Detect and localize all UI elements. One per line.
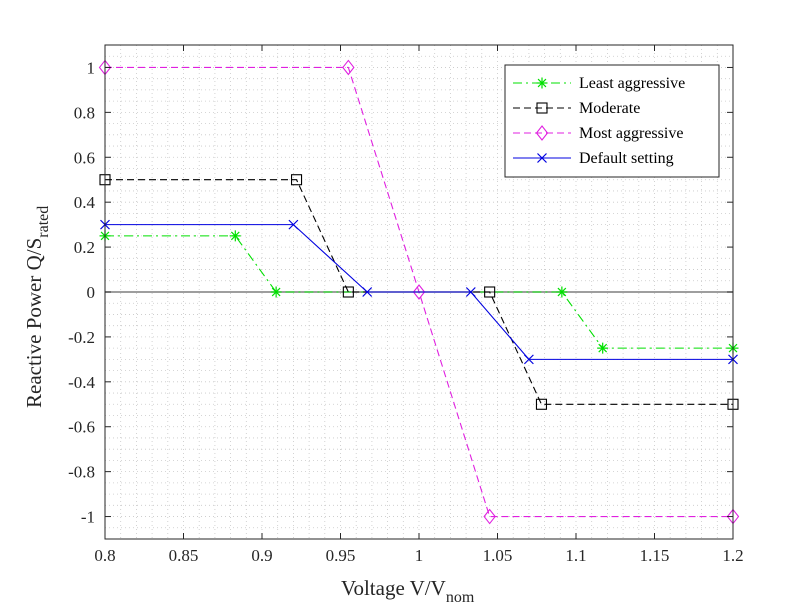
x-tick-label: 1.05 — [483, 546, 513, 565]
y-tick-label: -0.6 — [68, 418, 95, 437]
square-marker — [535, 398, 548, 410]
square-marker — [290, 174, 303, 186]
x-tick-label: 0.9 — [251, 546, 272, 565]
y-tick-label: 0.2 — [74, 238, 95, 257]
x-marker — [537, 153, 547, 163]
x-tick-label: 1.1 — [565, 546, 586, 565]
series-layer — [98, 59, 740, 525]
series-3 — [100, 219, 738, 365]
tick-layer: 0.8 0.85 0.9 0.95 1 1.05 1.1 1.15 1.2 1 0.8 0.6 0.4 0… — [68, 45, 744, 565]
y-tick-label: 1 — [87, 58, 96, 77]
diamond-marker — [412, 284, 426, 300]
asterisk-marker — [270, 286, 282, 298]
x-tick-label: 0.8 — [94, 546, 115, 565]
y-tick-label: -0.8 — [68, 463, 95, 482]
legend-label: Default setting — [579, 150, 674, 167]
x-marker — [362, 287, 373, 297]
y-axis-label-subscript: rated — [35, 206, 52, 238]
legend-label: Most aggressive — [579, 125, 683, 142]
square-marker — [342, 286, 354, 298]
x-tick-label: 0.85 — [169, 546, 199, 565]
series-line — [105, 224, 733, 360]
legend-entry: Most aggressive — [513, 125, 683, 142]
x-marker — [465, 287, 476, 297]
square-marker — [536, 102, 548, 114]
x-axis-label-subscript: nom — [446, 589, 475, 606]
legend-label: Least aggressive — [579, 75, 685, 92]
legend-entry: Moderate — [513, 100, 640, 117]
legend: Least aggressive Moderate Most aggressive D… — [504, 64, 720, 178]
x-tick-label: 1 — [415, 546, 424, 565]
x-marker — [523, 354, 534, 365]
x-tick-label: 1.2 — [722, 546, 743, 565]
x-tick-label: 1.15 — [640, 546, 670, 565]
y-axis-label: Reactive Power Q/Srated — [22, 206, 52, 408]
grid — [104, 44, 734, 540]
square-marker — [484, 286, 496, 298]
y-tick-label: 0.8 — [74, 103, 95, 122]
legend-entry: Least aggressive — [513, 75, 685, 92]
diamond-marker — [535, 125, 549, 141]
y-tick-label: -0.4 — [68, 373, 95, 392]
y-tick-label: -0.2 — [68, 328, 95, 347]
asterisk-marker — [556, 286, 568, 298]
diamond-marker — [483, 508, 496, 525]
asterisk-marker — [229, 230, 241, 242]
diamond-marker — [342, 59, 355, 76]
y-tick-label: 0 — [87, 283, 96, 302]
x-axis-label-main: Voltage V/V — [341, 576, 446, 600]
y-tick-label: 0.6 — [74, 148, 95, 167]
x-tick-label: 0.95 — [326, 546, 356, 565]
x-axis-label: Voltage V/Vnom — [341, 576, 475, 606]
y-tick-label: 0.4 — [74, 193, 96, 212]
asterisk-marker — [597, 342, 609, 354]
legend-label: Moderate — [579, 100, 640, 117]
asterisk-marker — [536, 77, 548, 89]
x-marker — [288, 219, 299, 230]
y-tick-label: -1 — [81, 508, 95, 527]
y-axis-label-main: Reactive Power Q/S — [22, 238, 46, 408]
legend-entry: Default setting — [513, 150, 674, 167]
